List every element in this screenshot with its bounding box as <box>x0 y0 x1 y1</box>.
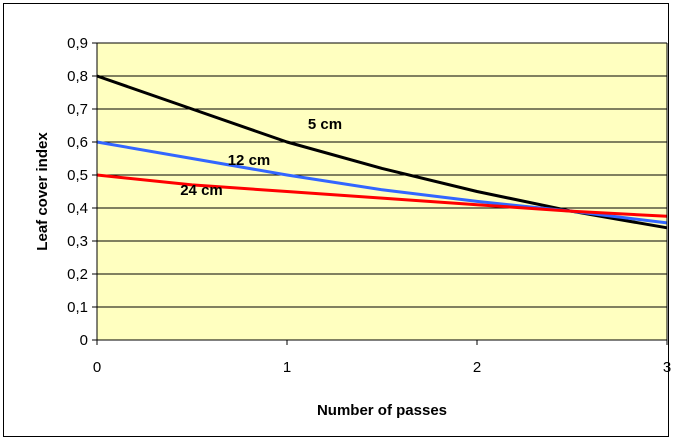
series-label-24-cm: 24 cm <box>180 182 223 199</box>
x-axis-title: Number of passes <box>317 402 447 419</box>
y-tick-label: 0,3 <box>67 233 88 250</box>
x-tick-label: 0 <box>93 359 101 376</box>
x-tick-label: 3 <box>663 359 671 376</box>
tick-labels: 0 0,1 0,2 0,3 0,4 0,5 0,6 0,7 0,8 0,9 0 1 2 3 <box>67 35 671 376</box>
x-tick-label: 2 <box>473 359 481 376</box>
y-tick-label: 0,9 <box>67 35 88 52</box>
y-tick-label: 0,4 <box>67 200 88 217</box>
y-tick-label: 0,8 <box>67 68 88 85</box>
y-tick-label: 0,5 <box>67 167 88 184</box>
y-tick-label: 0 <box>80 332 88 349</box>
y-tick-label: 0,2 <box>67 266 88 283</box>
axes <box>92 42 668 345</box>
series-line-24-cm <box>96 173 668 218</box>
y-tick-label: 0,7 <box>67 101 88 118</box>
y-tick-label: 0,1 <box>67 299 88 316</box>
x-tick-label: 1 <box>283 359 291 376</box>
plot-area <box>97 43 667 340</box>
series-labels: 5 cm 12 cm 24 cm <box>180 116 342 199</box>
series-label-12-cm: 12 cm <box>228 152 271 169</box>
series-label-5-cm: 5 cm <box>308 116 342 133</box>
y-tick-label: 0,6 <box>67 134 88 151</box>
y-axis-title: Leaf cover index <box>34 132 51 251</box>
series-lines <box>96 74 668 230</box>
